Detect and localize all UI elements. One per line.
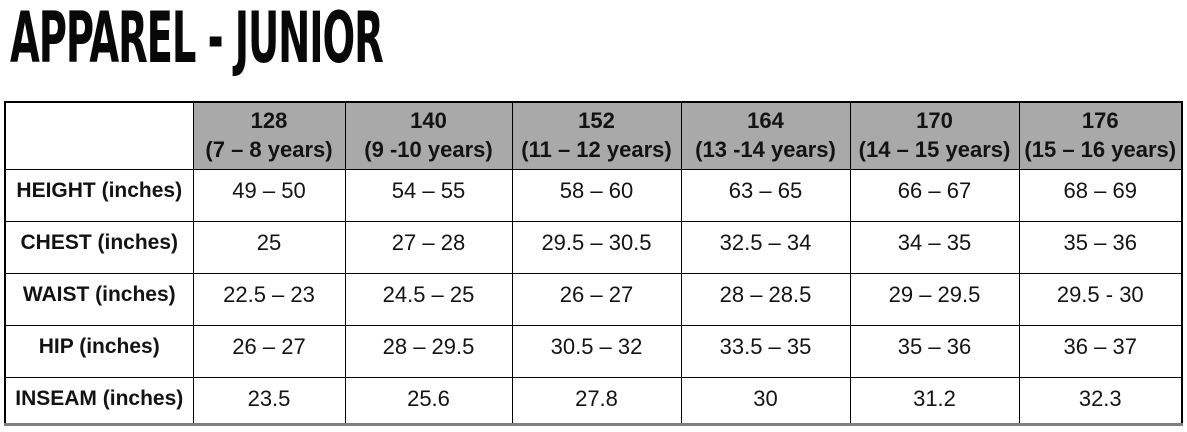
size-value: 128 — [250, 108, 288, 133]
row-label-chest: CHEST (inches) — [4, 220, 194, 274]
table-cell: 23.5 — [192, 376, 346, 425]
table-cell: 28 – 29.5 — [344, 324, 513, 378]
table-cell: 58 – 60 — [511, 168, 682, 222]
row-label-waist: WAIST (inches) — [4, 272, 194, 326]
size-column-header-176: 176 (15 – 16 years) — [1018, 101, 1183, 170]
table-cell: 31.2 — [849, 376, 1020, 425]
row-label-inseam: INSEAM (inches) — [4, 376, 194, 425]
table-cell: 54 – 55 — [344, 168, 513, 222]
table-cell: 49 – 50 — [192, 168, 346, 222]
table-cell: 27 – 28 — [344, 220, 513, 274]
table-cell: 26 – 27 — [511, 272, 682, 326]
table-cell: 66 – 67 — [849, 168, 1020, 222]
table-cell: 68 – 69 — [1018, 168, 1183, 222]
age-range: (15 – 16 years) — [1024, 137, 1177, 162]
table-cell: 35 – 36 — [1018, 220, 1183, 274]
table-cell: 35 – 36 — [849, 324, 1020, 378]
size-column-header-170: 170 (14 – 15 years) — [849, 101, 1020, 170]
table-cell: 27.8 — [511, 376, 682, 425]
row-label-height: HEIGHT (inches) — [4, 168, 194, 222]
page-title: APPAREL - JUNIOR — [10, 0, 1187, 79]
table-cell: 32.3 — [1018, 376, 1183, 425]
size-value: 170 — [916, 108, 953, 133]
table-row-hip: HIP (inches) 26 – 27 28 – 29.5 30.5 – 32… — [4, 324, 1183, 378]
table-cell: 24.5 – 25 — [344, 272, 513, 326]
table-cell: 22.5 – 23 — [192, 272, 346, 326]
age-range: (9 -10 years) — [364, 137, 493, 162]
table-cell: 29.5 - 30 — [1018, 272, 1183, 326]
size-value: 152 — [578, 108, 615, 133]
table-cell: 30.5 – 32 — [511, 324, 682, 378]
table-cell: 29.5 – 30.5 — [511, 220, 682, 274]
table-cell: 33.5 – 35 — [680, 324, 851, 378]
size-column-header-128: 128 (7 – 8 years) — [192, 101, 346, 170]
page-title-text: APPAREL - JUNIOR — [10, 0, 384, 79]
size-header-row: 128 (7 – 8 years) 140 (9 -10 years) 152 … — [4, 101, 1183, 170]
table-cell: 36 – 37 — [1018, 324, 1183, 378]
age-range: (13 -14 years) — [695, 137, 836, 162]
table-corner-cell — [4, 101, 194, 170]
table-cell: 25 — [192, 220, 346, 274]
table-cell: 63 – 65 — [680, 168, 851, 222]
table-row-inseam: INSEAM (inches) 23.5 25.6 27.8 30 31.2 3… — [4, 376, 1183, 425]
table-row-chest: CHEST (inches) 25 27 – 28 29.5 – 30.5 32… — [4, 220, 1183, 274]
junior-size-table: 128 (7 – 8 years) 140 (9 -10 years) 152 … — [4, 101, 1183, 426]
age-range: (7 – 8 years) — [205, 137, 333, 162]
age-range: (11 – 12 years) — [521, 137, 672, 162]
table-cell: 32.5 – 34 — [680, 220, 851, 274]
age-range: (14 – 15 years) — [858, 137, 1011, 162]
size-column-header-164: 164 (13 -14 years) — [680, 101, 851, 170]
size-value: 140 — [410, 108, 447, 133]
size-value: 164 — [747, 108, 784, 133]
size-column-header-152: 152 (11 – 12 years) — [511, 101, 682, 170]
table-row-height: HEIGHT (inches) 49 – 50 54 – 55 58 – 60 … — [4, 168, 1183, 222]
table-cell: 30 — [680, 376, 851, 425]
table-row-waist: WAIST (inches) 22.5 – 23 24.5 – 25 26 – … — [4, 272, 1183, 326]
size-value: 176 — [1081, 108, 1119, 133]
size-column-header-140: 140 (9 -10 years) — [344, 101, 513, 170]
table-cell: 26 – 27 — [192, 324, 346, 378]
row-label-hip: HIP (inches) — [4, 324, 194, 378]
table-cell: 25.6 — [344, 376, 513, 425]
table-cell: 34 – 35 — [849, 220, 1020, 274]
table-cell: 28 – 28.5 — [680, 272, 851, 326]
table-cell: 29 – 29.5 — [849, 272, 1020, 326]
